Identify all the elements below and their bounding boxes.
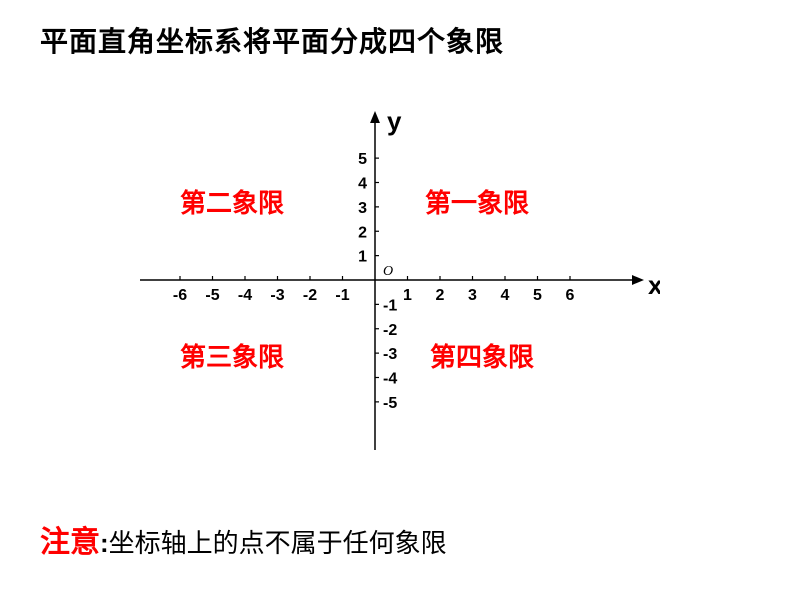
quadrant-3-label: 第三象限 (180, 337, 284, 374)
coordinate-svg: -6 -5 -4 -3 -2 -1 1 2 3 4 5 6 1 2 3 4 5 -1 -2 -3 -4 -5 Ox y (130, 105, 660, 455)
svg-text:3: 3 (358, 200, 367, 217)
footer-colon: : (100, 528, 109, 558)
svg-text:-5: -5 (383, 395, 397, 412)
svg-text:1: 1 (358, 249, 367, 266)
svg-text:-3: -3 (383, 346, 397, 363)
footer-text: 坐标轴上的点不属于任何象限 (109, 528, 447, 558)
quadrant-2-label: 第二象限 (180, 183, 284, 220)
svg-text:O: O (383, 264, 393, 279)
svg-text:1: 1 (403, 287, 412, 304)
svg-text:6: 6 (566, 287, 575, 304)
svg-text:-2: -2 (303, 287, 317, 304)
svg-text:-5: -5 (205, 287, 219, 304)
svg-text:5: 5 (358, 151, 367, 168)
svg-text:5: 5 (533, 287, 542, 304)
svg-text:y: y (387, 106, 402, 136)
svg-text:2: 2 (358, 224, 367, 241)
svg-text:3: 3 (468, 287, 477, 304)
svg-text:-3: -3 (270, 287, 284, 304)
svg-text:2: 2 (436, 287, 445, 304)
svg-text:-6: -6 (173, 287, 187, 304)
footer-prefix: 注意 (40, 526, 100, 559)
svg-text:-2: -2 (383, 322, 397, 339)
quadrant-1-label: 第一象限 (425, 183, 529, 220)
svg-text:x: x (648, 270, 660, 300)
svg-text:-1: -1 (383, 297, 397, 314)
svg-text:-4: -4 (238, 287, 252, 304)
svg-text:-4: -4 (383, 371, 397, 388)
quadrant-4-label: 第四象限 (430, 337, 534, 374)
footer-note: 注意:坐标轴上的点不属于任何象限 (40, 517, 447, 561)
svg-text:4: 4 (501, 287, 510, 304)
svg-text:4: 4 (358, 176, 367, 193)
page-title: 平面直角坐标系将平面分成四个象限 (40, 20, 504, 60)
svg-text:-1: -1 (335, 287, 349, 304)
coordinate-chart: -6 -5 -4 -3 -2 -1 1 2 3 4 5 6 1 2 3 4 5 -1 -2 -3 -4 -5 Ox y 第一象… (130, 105, 660, 455)
